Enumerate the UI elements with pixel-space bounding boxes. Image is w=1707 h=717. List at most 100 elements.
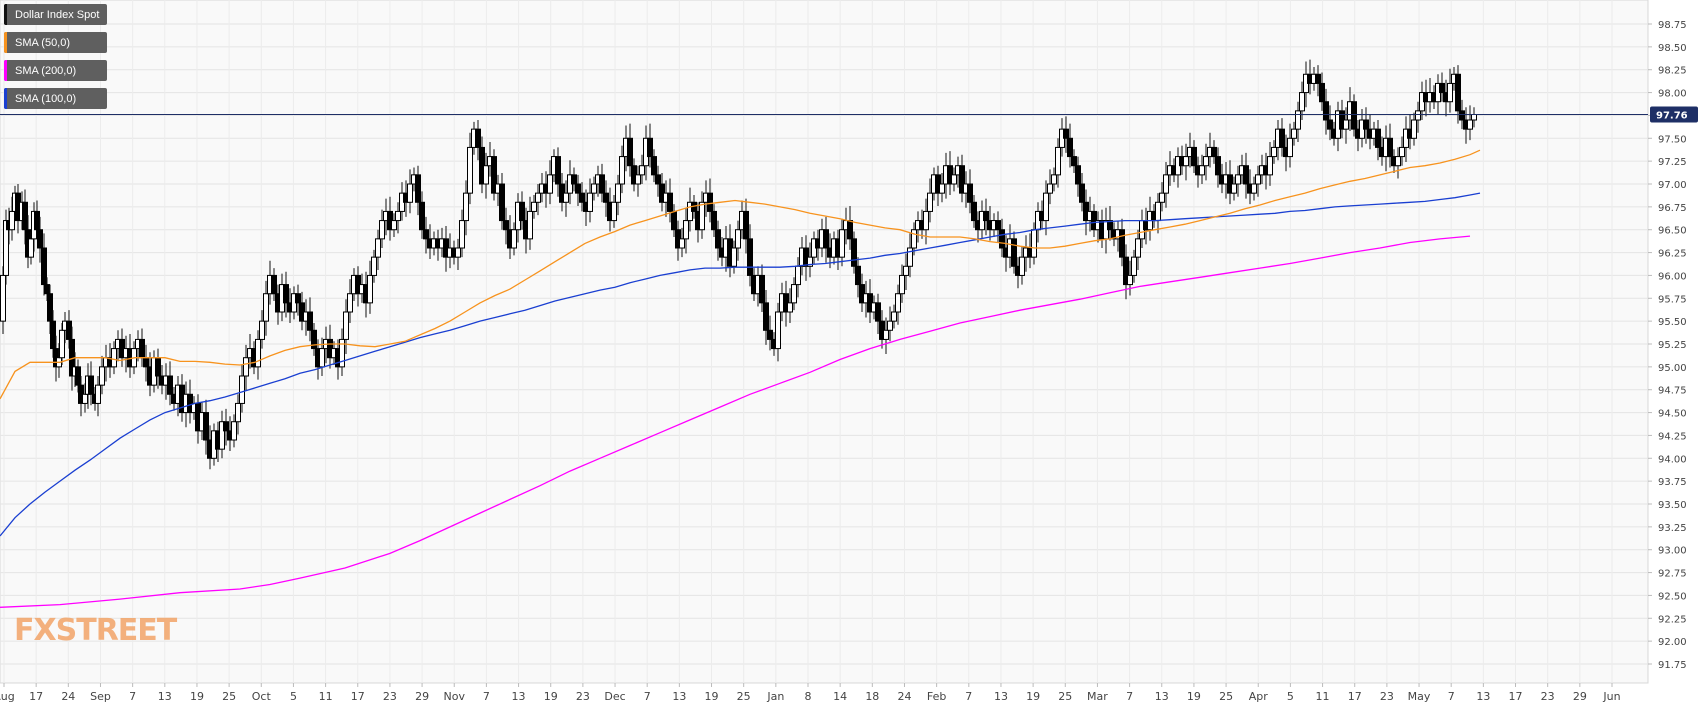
candle-down (711, 210, 717, 231)
candle-down (555, 156, 561, 185)
x-tick-label: 13 (1476, 690, 1490, 703)
y-tick-label: 93.25 (1658, 523, 1687, 534)
y-tick-label: 98.00 (1658, 89, 1687, 100)
candle-down (1215, 156, 1221, 176)
candle-down (1071, 156, 1077, 167)
candle-up (1019, 256, 1025, 276)
candle-up (263, 293, 269, 322)
candle-down (1191, 146, 1197, 167)
candle-up (467, 146, 473, 194)
x-tick-label: 19 (544, 690, 558, 703)
candle-down (651, 156, 657, 176)
candle-up (1299, 92, 1305, 112)
candle-up (1155, 201, 1161, 222)
candle-down (655, 174, 661, 185)
candle-up (99, 366, 105, 386)
candle-up (1231, 183, 1237, 194)
x-tick-label: 7 (129, 690, 136, 703)
candle-up (1051, 174, 1057, 185)
candle-down (295, 293, 301, 304)
candle-up (939, 183, 945, 194)
x-tick-label: 17 (1348, 690, 1362, 703)
candle-down (603, 192, 609, 203)
candle-up (1471, 114, 1477, 121)
candle-up (563, 192, 569, 203)
candle-up (787, 302, 793, 313)
candle-down (415, 174, 421, 203)
x-tick-label: 19 (190, 690, 204, 703)
y-tick-label: 94.75 (1658, 386, 1687, 397)
candle-up (1467, 119, 1473, 130)
candle-down (599, 174, 605, 194)
candle-down (959, 165, 965, 194)
candle-up (395, 210, 401, 222)
candle-down (763, 302, 769, 331)
candle-down (759, 274, 765, 304)
candle-up (1047, 183, 1053, 194)
x-tick-label: 8 (805, 690, 812, 703)
legend-label: SMA (50,0) (15, 36, 71, 49)
candle-down (1315, 73, 1321, 84)
candle-down (155, 357, 161, 377)
legend-label: SMA (200,0) (15, 64, 77, 77)
candle-down (22, 201, 28, 231)
x-tick-label: Apr (1249, 690, 1269, 703)
candle-down (1439, 82, 1445, 94)
x-tick-label: 18 (865, 690, 879, 703)
candle-down (271, 274, 277, 295)
y-tick-label: 97.50 (1658, 134, 1687, 145)
candle-down (851, 238, 857, 267)
candle-up (1295, 110, 1301, 130)
y-tick-label: 95.50 (1658, 317, 1687, 328)
x-tick-label: 5 (290, 690, 297, 703)
candle-up (1343, 119, 1349, 130)
x-tick-label: 13 (672, 690, 686, 703)
x-tick-label: 11 (319, 690, 333, 703)
candle-up (807, 256, 813, 267)
candle-up (259, 320, 265, 340)
candle-up (1287, 137, 1293, 158)
candle-up (459, 220, 465, 249)
candle-up (511, 229, 517, 249)
x-tick-label: 7 (965, 690, 972, 703)
candle-down (627, 137, 633, 167)
candle-up (255, 338, 261, 368)
candle-down (1319, 82, 1325, 103)
candle-up (28, 238, 34, 258)
x-axis: Aug 17 24 Sep 7 13 19 25 Oct 5 11 17 23 29 Nov 7 13 19 23 D… (0, 0, 1621, 703)
x-tick-label: Nov (444, 690, 466, 703)
x-tick-label: 19 (1026, 690, 1040, 703)
candle-up (1199, 165, 1205, 176)
candle-up (887, 320, 893, 331)
sma-50-line (0, 149, 1481, 400)
x-tick-label: 17 (351, 690, 365, 703)
candle-up (219, 421, 225, 450)
candle-down (743, 210, 749, 240)
x-tick-label: 23 (383, 690, 397, 703)
candle-down (167, 375, 173, 395)
x-tick-label: Feb (927, 690, 946, 703)
candle-up (731, 247, 737, 267)
candle-up (319, 348, 325, 368)
candle-down (283, 284, 289, 304)
candle-down (1387, 137, 1393, 158)
candle-up (527, 210, 533, 240)
candle-up (619, 156, 625, 185)
candle-down (499, 183, 505, 222)
y-tick-label: 92.50 (1658, 591, 1687, 602)
candle-up (1255, 174, 1261, 185)
candle-down (41, 247, 47, 286)
x-tick-label: Aug (0, 690, 15, 703)
last-price-badge (1650, 106, 1698, 123)
x-tick-label: 17 (29, 690, 43, 703)
candle-down (1063, 128, 1069, 139)
x-tick-label: May (1408, 690, 1431, 703)
x-tick-label: 25 (1219, 690, 1233, 703)
candle-down (1243, 165, 1249, 185)
candle-up (1163, 174, 1169, 194)
candle-down (50, 320, 56, 350)
candle-up (347, 293, 353, 313)
x-tick-label: 23 (576, 690, 590, 703)
candle-up (367, 274, 373, 304)
candle-down (75, 366, 81, 386)
